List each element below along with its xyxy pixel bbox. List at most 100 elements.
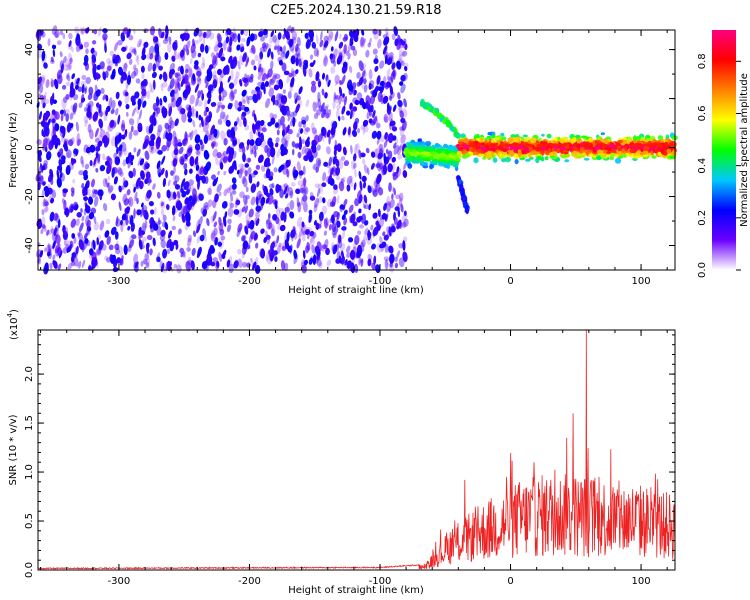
heat-cell: [620, 153, 627, 157]
heat-cell: [210, 101, 217, 107]
heat-cell: [318, 262, 323, 269]
heat-cell: [212, 79, 218, 89]
heat-cell: [376, 75, 381, 85]
heat-cell: [657, 135, 664, 141]
heat-cell: [227, 224, 232, 233]
heat-cell: [227, 218, 232, 224]
heat-cell: [282, 129, 285, 137]
heat-cell: [85, 215, 90, 226]
heat-cell: [349, 109, 353, 120]
heat-cell: [115, 218, 121, 227]
heat-cell: [260, 248, 265, 259]
heat-cell: [150, 147, 157, 154]
heat-cell: [277, 32, 282, 40]
heat-cell: [350, 213, 356, 224]
heat-cell: [69, 112, 74, 120]
heat-cell: [93, 156, 97, 166]
heat-cell: [600, 132, 605, 136]
heat-cell: [614, 157, 622, 164]
heat-cell: [407, 163, 413, 169]
heat-cell: [216, 104, 221, 114]
heat-cell: [530, 137, 537, 144]
heat-cell: [596, 149, 603, 155]
heat-cell: [522, 134, 528, 138]
heat-cell: [37, 150, 43, 157]
heat-cell: [232, 32, 238, 43]
heat-cell: [296, 132, 300, 138]
heat-cell: [167, 35, 172, 42]
heat-cell: [429, 164, 434, 170]
heat-cell: [317, 183, 323, 194]
heat-cell: [73, 256, 79, 267]
heat-cell: [195, 110, 199, 119]
heat-cell: [350, 249, 356, 260]
heat-cell: [575, 134, 581, 138]
heat-cell: [494, 136, 501, 140]
heat-cell: [571, 150, 579, 156]
heat-cell: [282, 45, 286, 55]
heat-cell: [340, 48, 347, 58]
heat-cell: [532, 151, 539, 155]
heat-cell: [324, 112, 330, 119]
heat-cell: [168, 105, 173, 117]
heat-cell: [386, 102, 390, 112]
heat-cell: [116, 240, 119, 250]
heat-cell: [246, 219, 250, 229]
heat-cell: [541, 156, 545, 162]
heat-cell: [77, 232, 81, 237]
heat-cell: [128, 58, 133, 65]
heat-cell: [92, 251, 98, 257]
heat-cell: [205, 115, 212, 123]
heat-cell: [230, 69, 234, 81]
heat-cell: [347, 52, 351, 60]
heat-cell: [290, 228, 296, 239]
heat-cell: [84, 120, 88, 127]
heat-cell: [356, 92, 363, 100]
heat-cell: [370, 162, 375, 170]
heat-cell: [61, 198, 66, 205]
heat-cell: [52, 49, 56, 58]
heat-cell: [178, 211, 183, 218]
heat-cell: [353, 182, 357, 191]
heat-cell: [274, 37, 280, 47]
heat-cell: [244, 225, 249, 235]
heat-cell: [291, 30, 297, 41]
heat-cell: [198, 32, 204, 43]
heat-cell: [76, 138, 82, 146]
heat-cell: [347, 126, 351, 136]
heat-cell: [142, 100, 147, 108]
heat-cell: [63, 64, 69, 71]
heat-cell: [363, 194, 368, 204]
heat-cell: [80, 155, 84, 165]
heat-cell: [145, 243, 150, 254]
heat-cell: [75, 121, 79, 132]
heat-cell: [200, 144, 205, 152]
heat-cell: [63, 240, 67, 246]
heat-cell: [69, 57, 73, 65]
heat-cell: [259, 73, 264, 84]
heat-cell: [176, 51, 180, 60]
heat-cell: [559, 138, 566, 144]
heat-cell: [160, 83, 164, 92]
heat-cell: [38, 83, 44, 94]
heat-cell: [91, 188, 96, 194]
heat-cell: [438, 162, 444, 167]
heat-cell: [303, 177, 307, 188]
heat-cell: [259, 46, 266, 53]
heat-cell: [363, 235, 368, 241]
heat-cell: [215, 56, 218, 66]
heat-cell: [102, 28, 108, 34]
heat-cell: [296, 216, 303, 227]
heat-cell: [89, 129, 94, 140]
heat-cell: [460, 133, 466, 138]
heat-cell: [583, 157, 590, 161]
heat-cell: [144, 253, 150, 261]
heat-cell: [629, 148, 635, 153]
heat-cell: [473, 157, 479, 164]
heat-cell: [332, 232, 337, 239]
heat-cell: [94, 137, 100, 143]
heat-cell: [132, 167, 136, 177]
heat-cell: [86, 226, 92, 232]
heat-cell: [271, 74, 277, 84]
